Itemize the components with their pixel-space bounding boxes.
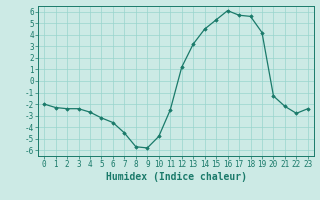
X-axis label: Humidex (Indice chaleur): Humidex (Indice chaleur) <box>106 172 246 182</box>
